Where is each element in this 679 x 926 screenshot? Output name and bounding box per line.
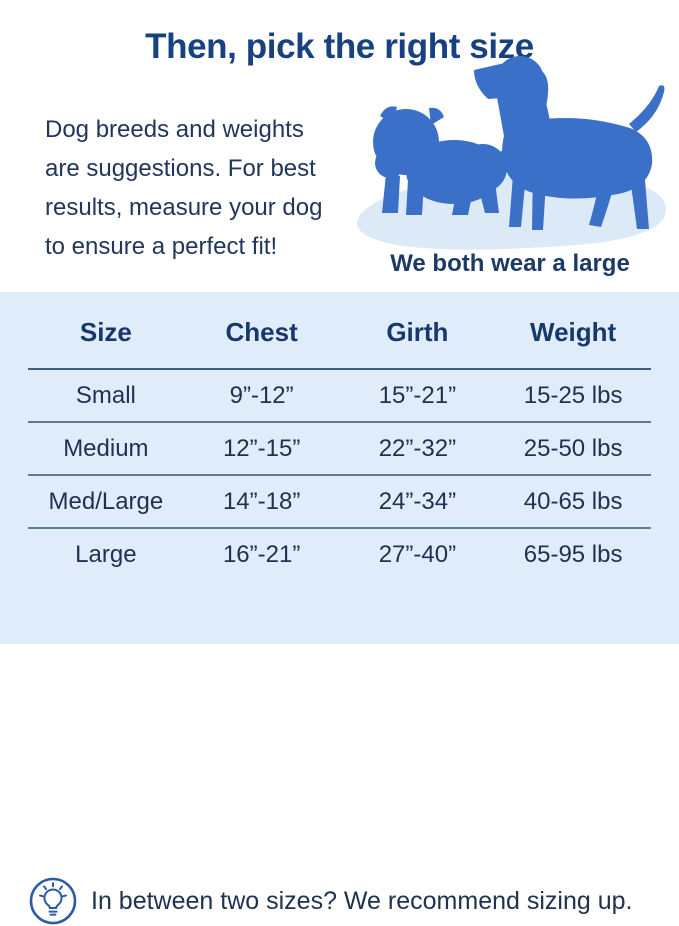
- cell-size: Med/Large: [28, 475, 184, 529]
- size-table: Size Chest Girth Weight Small 9”-12” 15”…: [28, 292, 651, 580]
- table-header-row: Size Chest Girth Weight: [28, 292, 651, 370]
- sizing-tip: In between two sizes? We recommend sizin…: [28, 876, 669, 926]
- column-header-weight: Weight: [495, 292, 651, 370]
- column-header-size: Size: [28, 292, 184, 370]
- dogs-illustration: [338, 46, 676, 270]
- illustration-caption: We both wear a large: [390, 250, 630, 277]
- cell-girth: 22”-32”: [339, 422, 496, 476]
- intro-text: Dog breeds and weights are suggestions. …: [45, 116, 323, 260]
- cell-chest: 9”-12”: [183, 369, 340, 423]
- cell-size: Small: [28, 369, 184, 423]
- pointer-dog-silhouette-icon: [474, 56, 665, 230]
- column-header-chest: Chest: [183, 292, 340, 370]
- cell-weight: 65-95 lbs: [523, 540, 623, 568]
- table-row: Med/Large 14”-18” 24”-34” 40-65 lbs: [28, 475, 651, 529]
- lightbulb-icon: [28, 876, 78, 926]
- cell-chest: 16”-21”: [222, 540, 301, 568]
- table-row: Large 16”-21” 27”-40” 65-95 lbs: [28, 528, 651, 580]
- cell-girth: 15”-21”: [339, 369, 496, 423]
- cell-weight: 15-25 lbs: [495, 369, 651, 423]
- table-row: Small 9”-12” 15”-21” 15-25 lbs: [28, 369, 651, 423]
- table-row: Medium 12”-15” 22”-32” 25-50 lbs: [28, 422, 651, 476]
- bulldog-silhouette-icon: [373, 106, 513, 215]
- size-chart-panel: Size Chest Girth Weight Small 9”-12” 15”…: [0, 292, 679, 925]
- cell-weight: 40-65 lbs: [495, 475, 651, 529]
- sizing-tip-text: In between two sizes? We recommend sizin…: [91, 886, 633, 915]
- cell-weight: 25-50 lbs: [495, 422, 651, 476]
- cell-chest: 14”-18”: [183, 475, 340, 529]
- cell-size: Large: [75, 540, 137, 568]
- cell-girth: 24”-34”: [339, 475, 496, 529]
- cell-size: Medium: [28, 422, 184, 476]
- column-header-girth: Girth: [339, 292, 496, 370]
- cell-girth: 27”-40”: [378, 540, 457, 568]
- page-title: Then, pick the right size: [145, 27, 534, 67]
- cell-chest: 12”-15”: [183, 422, 340, 476]
